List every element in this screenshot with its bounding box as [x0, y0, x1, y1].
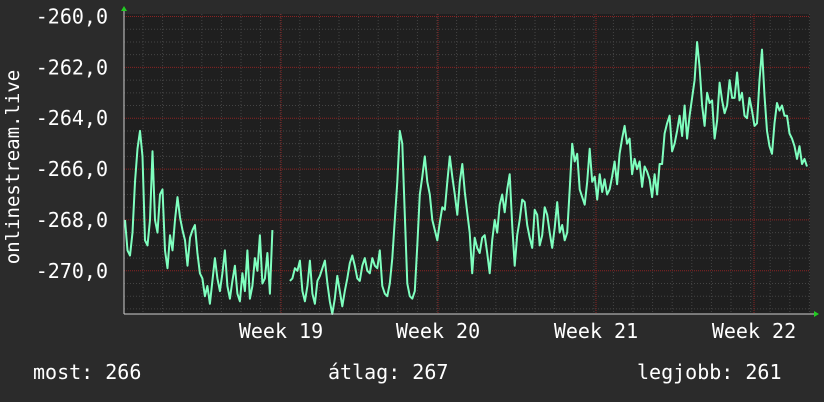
x-tick-label: Week 21 [554, 319, 638, 343]
stat-current: most: 266 [33, 360, 142, 384]
stat-best: legjobb: 261 [637, 360, 782, 384]
grid [124, 14, 810, 314]
y-tick-label: -268,0 [36, 208, 108, 232]
y-tick-label: -270,0 [36, 259, 108, 283]
stats-footer: most: 266 átlag: 267 legjobb: 261 [0, 360, 824, 390]
y-tick-label: -262,0 [36, 55, 108, 79]
x-tick-label: Week 19 [239, 319, 323, 343]
stat-average: átlag: 267 [328, 360, 449, 384]
y-axis-arrow [121, 6, 127, 11]
x-tick-label: Week 22 [712, 319, 796, 343]
x-tick-label: Week 20 [396, 319, 480, 343]
series-line [124, 41, 808, 315]
axes [121, 6, 819, 317]
y-tick-label: -264,0 [36, 106, 108, 130]
x-axis-arrow [814, 311, 819, 317]
y-axis-title: onlinestream.live [2, 70, 24, 264]
y-tick-label: -266,0 [36, 157, 108, 181]
y-axis: -260,0 -262,0 -264,0 -266,0 -268,0 -270,0 [36, 5, 108, 283]
y-tick-label: -260,0 [36, 5, 108, 29]
x-axis: Week 19 Week 20 Week 21 Week 22 [239, 319, 796, 343]
